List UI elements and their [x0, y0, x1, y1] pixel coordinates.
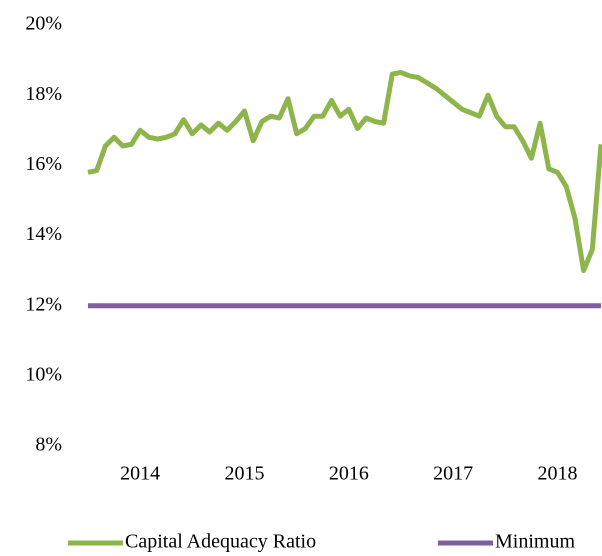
- y-tick-label: 20%: [25, 13, 62, 35]
- y-tick-label: 18%: [25, 83, 62, 105]
- x-tick-label: 2016: [329, 463, 369, 485]
- y-tick-label: 16%: [25, 153, 62, 175]
- x-tick-label: 2018: [538, 463, 578, 485]
- y-tick-label: 8%: [35, 434, 62, 456]
- x-tick-label: 2017: [433, 463, 473, 485]
- y-tick-label: 12%: [25, 293, 62, 315]
- y-tick-label: 10%: [25, 363, 62, 385]
- legend-label: Minimum: [495, 531, 575, 553]
- legend-label: Capital Adequacy Ratio: [125, 531, 316, 553]
- y-tick-label: 14%: [25, 223, 62, 245]
- x-tick-label: 2014: [120, 463, 160, 485]
- series-line: [87, 69, 602, 274]
- x-tick-label: 2015: [225, 463, 265, 485]
